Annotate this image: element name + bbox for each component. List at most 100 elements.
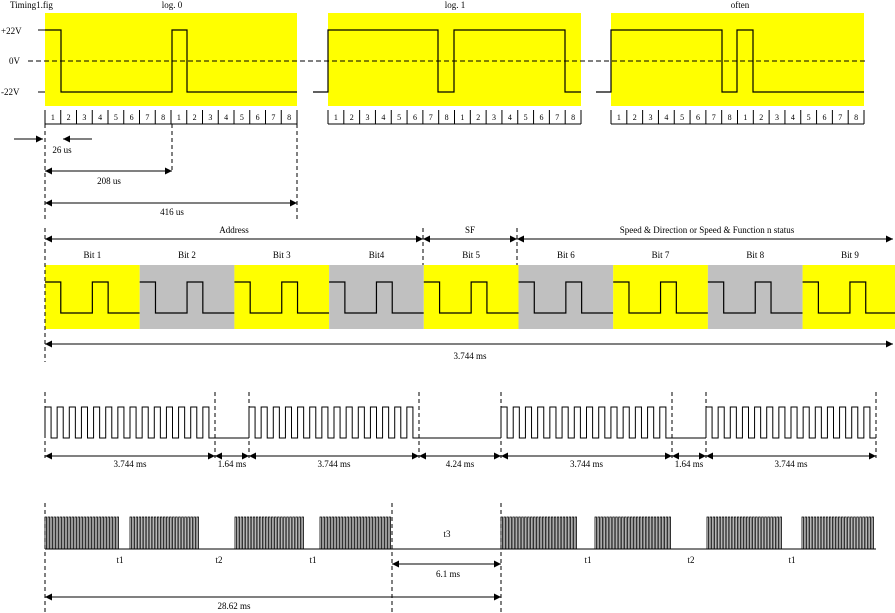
slot-number-label: 1: [177, 113, 181, 122]
slot-number-label: 6: [130, 113, 134, 122]
dense-pulse-train: [129, 516, 200, 550]
bottom-segment-label: t1: [788, 555, 795, 565]
packet-duration-label: 3.744 ms: [774, 459, 808, 469]
slot-number-label: 5: [114, 113, 118, 122]
bottom-row: t1 t2 t1 t3 t1 t2 t1: [44, 503, 876, 612]
bit-label: Bit 1: [83, 250, 101, 260]
packet-pulse-train: [500, 406, 672, 439]
slot-number-label: 5: [397, 113, 401, 122]
slot-number-label: 6: [256, 113, 260, 122]
slot-number-label: 7: [712, 113, 716, 122]
slot-number-label: 8: [854, 113, 858, 122]
slot-number-label: 4: [381, 113, 385, 122]
packet-duration-label: 1.64 ms: [218, 459, 247, 469]
packet-pulse-train: [248, 406, 419, 439]
slot-number-label: 7: [555, 113, 559, 122]
bit-waveform: [802, 281, 895, 314]
slot-number-label: 8: [161, 113, 165, 122]
slot-number-label: 2: [476, 113, 480, 122]
bit-waveform: [329, 281, 424, 314]
bit-label: Bit 3: [273, 250, 291, 260]
slot-number-label: 1: [51, 113, 55, 122]
slot-number-label: 8: [445, 113, 449, 122]
slot-number-label: 3: [649, 113, 653, 122]
bottom-segment-label: t2: [687, 555, 694, 565]
slot-number-label: 6: [822, 113, 826, 122]
panel-log0-background: [45, 13, 297, 106]
file-name-label: Timing1.fig: [10, 0, 53, 10]
slot-number-label: 6: [696, 113, 700, 122]
t3-duration-label: 6.1 ms: [436, 569, 461, 579]
slot-number-label: 5: [240, 113, 244, 122]
bit-waveform: [139, 281, 235, 314]
slot-number-label: 5: [524, 113, 528, 122]
slot-number-label: 7: [838, 113, 842, 122]
packet-pulse-train: [44, 406, 215, 439]
bottom-segment-label: t1: [116, 555, 123, 565]
bit-label: Bit 8: [746, 250, 764, 260]
slot-number-label: 3: [775, 113, 779, 122]
slot-number-label: 6: [413, 113, 417, 122]
bit-cell: [802, 265, 895, 329]
bit-waveform: [707, 281, 803, 314]
slot-number-label: 4: [508, 113, 512, 122]
dense-pulse-train: [319, 516, 392, 550]
total-duration-label: 28.62 ms: [217, 601, 251, 611]
slot-number-label: 7: [145, 113, 149, 122]
slot-number-label: 8: [728, 113, 732, 122]
slot-number-label: 2: [350, 113, 354, 122]
packet-duration-label: 3.744 ms: [113, 459, 147, 469]
group-label-address: Address: [219, 225, 249, 235]
packet-duration-label: 3.744 ms: [317, 459, 351, 469]
bottom-segment-label: t1: [309, 555, 316, 565]
packet-duration-label: 4.24 ms: [446, 459, 475, 469]
slot-number-label: 4: [664, 113, 668, 122]
dim-label-half: 208 us: [97, 176, 121, 186]
frame-duration-label: 3.744 ms: [453, 351, 487, 361]
slot-number-label: 5: [680, 113, 684, 122]
bit-waveform: [613, 281, 708, 314]
voltage-label-plus: +22V: [1, 26, 22, 36]
bottom-segment-label: t1: [584, 555, 591, 565]
bit-cells: Bit 1 Bit 2 Bit 3 Bit4 Bit 5 Bit 6 Bit 7 Bit 8 B…: [45, 250, 895, 329]
slot-number-label: 2: [67, 113, 71, 122]
slot-number-label: 1: [334, 113, 338, 122]
bit-label: Bit 5: [462, 250, 480, 260]
slot-number-label: 1: [743, 113, 747, 122]
bit-label: Bit 6: [557, 250, 575, 260]
slot-number-label: 2: [193, 113, 197, 122]
slot-number-label: 6: [539, 113, 543, 122]
slot-number-label: 3: [82, 113, 86, 122]
slot-number-label: 4: [224, 113, 228, 122]
dense-pulse-train: [801, 516, 875, 550]
slot-number-label: 8: [287, 113, 291, 122]
packet-duration-label: 1.64 ms: [675, 459, 704, 469]
dim-label-full: 416 us: [160, 207, 184, 217]
bottom-segment-label: t2: [215, 555, 222, 565]
dim-label-slot: 26 us: [52, 145, 72, 155]
bit-waveform: [423, 281, 519, 314]
slot-number-label: 2: [759, 113, 763, 122]
dense-pulse-train: [706, 516, 783, 550]
voltage-label-minus: -22V: [1, 87, 20, 97]
slot-number-label: 4: [98, 113, 102, 122]
slot-number-label: 3: [366, 113, 370, 122]
slot-number-label: 1: [460, 113, 464, 122]
bit-label: Bit 9: [841, 250, 859, 260]
packet-pulse-train: [705, 406, 876, 439]
slot-number-label: 2: [633, 113, 637, 122]
waveform-log1: [313, 29, 581, 93]
bit-label: Bit 7: [652, 250, 670, 260]
dense-pulse-train: [44, 516, 120, 550]
slot-number-label: 1: [617, 113, 621, 122]
slot-number-label: 3: [208, 113, 212, 122]
bit-label: Bit 2: [178, 250, 196, 260]
waveform-often: [596, 29, 864, 93]
panel-title-often: often: [731, 0, 750, 10]
bit-label: Bit4: [369, 250, 385, 260]
slot-number-label: 4: [791, 113, 795, 122]
slot-number-label: 3: [492, 113, 496, 122]
packet-duration-label: 3.744 ms: [570, 459, 604, 469]
dense-pulse-train: [234, 516, 305, 550]
